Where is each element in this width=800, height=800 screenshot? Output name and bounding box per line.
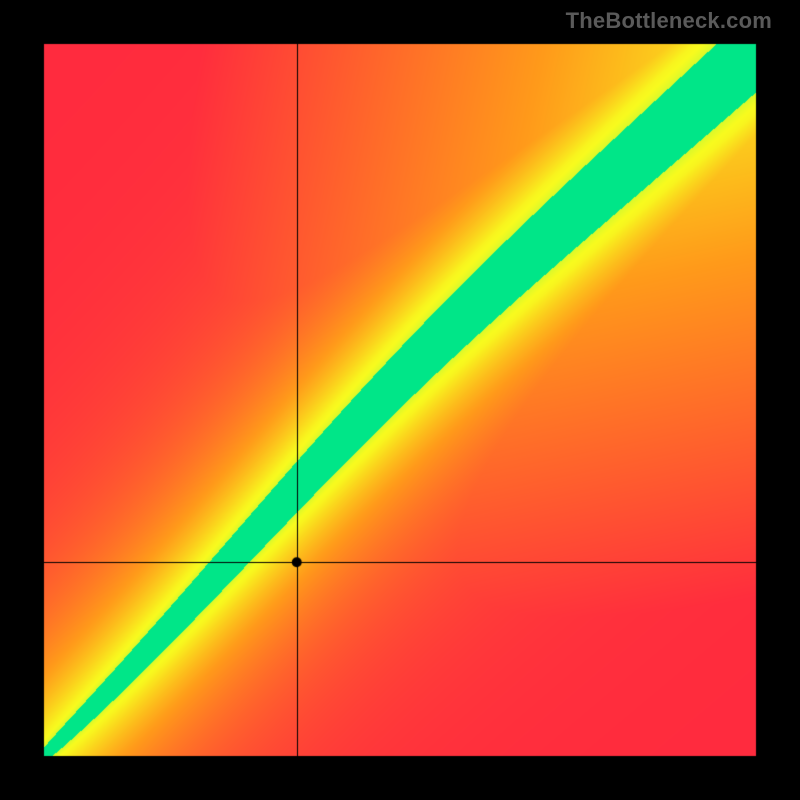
attribution-label: TheBottleneck.com: [566, 8, 772, 34]
chart-container: TheBottleneck.com: [0, 0, 800, 800]
bottleneck-heatmap: [0, 0, 800, 800]
